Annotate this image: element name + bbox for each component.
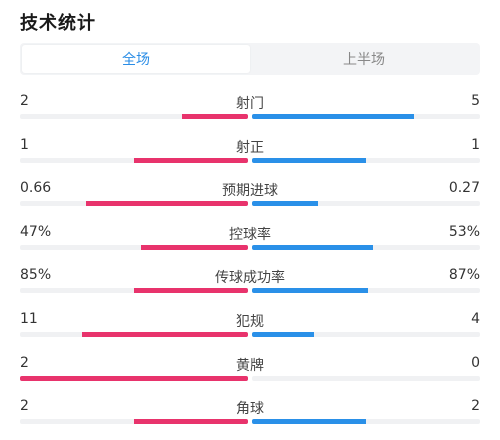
stat-label: 控球率	[229, 226, 271, 243]
home-bar-fill	[134, 419, 248, 425]
away-value: 5	[471, 93, 480, 109]
away-value: 87%	[448, 267, 480, 284]
away-value: 0.27	[448, 180, 480, 197]
away-value: 4	[471, 310, 480, 327]
stat-row: 47% 控球率 53%	[20, 216, 480, 260]
away-bar-fill	[252, 288, 369, 294]
home-bar-track	[20, 157, 248, 163]
stat-label: 黄牌	[236, 357, 264, 374]
away-bar-fill	[252, 244, 373, 250]
page-title: 技术统计	[20, 13, 96, 34]
home-bar-fill	[86, 201, 248, 207]
away-bar-track	[252, 114, 480, 119]
away-value: 2	[471, 398, 480, 415]
home-bar-fill	[140, 244, 248, 250]
home-bar-track	[20, 201, 248, 207]
home-value: 47%	[20, 223, 52, 240]
away-bar-track	[252, 244, 480, 250]
home-bar-track	[20, 375, 248, 381]
home-bar-track	[20, 244, 248, 250]
away-bar-track	[252, 331, 480, 337]
away-bar-track	[252, 419, 480, 425]
stat-row: 2 射门 5	[20, 85, 480, 129]
away-bar-fill	[252, 201, 319, 207]
home-bar-fill	[134, 288, 248, 294]
tab-first-half[interactable]: 上半场	[343, 52, 385, 68]
home-value: 2	[20, 93, 29, 109]
stat-row: 11 犯规 4	[20, 303, 480, 347]
away-value: 0	[471, 354, 480, 371]
stat-label: 犯规	[236, 313, 264, 330]
away-bar-track	[252, 201, 480, 207]
home-value: 2	[20, 398, 29, 415]
tab-full-match[interactable]: 全场	[22, 45, 250, 73]
away-bar-fill	[252, 419, 366, 425]
period-tabs: 全场 上半场	[20, 43, 480, 75]
stat-label: 传球成功率	[215, 270, 285, 287]
stat-label: 预期进球	[222, 183, 278, 200]
home-bar-fill	[134, 157, 248, 163]
away-bar-fill	[252, 331, 314, 337]
away-bar-track	[252, 375, 480, 381]
home-value: 0.66	[20, 180, 52, 197]
home-value: 85%	[20, 267, 52, 284]
stat-row: 85% 传球成功率 87%	[20, 259, 480, 303]
stat-label: 射门	[236, 96, 264, 112]
stats-list: 2 射门 5 1 射正 1 0.66 预期进球 0.27 47% 控球率 53% 85% 传球成功率 87%…	[20, 85, 480, 434]
home-bar-fill	[20, 375, 248, 381]
stat-label: 角球	[236, 401, 264, 418]
home-bar-fill	[181, 114, 248, 119]
away-value: 1	[471, 136, 480, 153]
home-bar-track	[20, 288, 248, 294]
home-value: 11	[20, 310, 38, 327]
stat-row: 2 黄牌 0	[20, 347, 480, 391]
away-bar-track	[252, 157, 480, 163]
home-bar-track	[20, 114, 248, 119]
stat-row: 0.66 预期进球 0.27	[20, 172, 480, 216]
home-bar-track	[20, 419, 248, 425]
stat-row: 2 角球 2	[20, 390, 480, 434]
away-bar-track	[252, 288, 480, 294]
home-bar-track	[20, 331, 248, 337]
stat-label: 射正	[236, 139, 264, 156]
home-value: 2	[20, 354, 29, 371]
away-value: 53%	[448, 223, 480, 240]
stat-row: 1 射正 1	[20, 129, 480, 173]
home-bar-fill	[81, 331, 248, 337]
home-value: 1	[20, 136, 29, 153]
away-bar-fill	[252, 157, 366, 163]
away-bar-fill	[252, 114, 414, 119]
